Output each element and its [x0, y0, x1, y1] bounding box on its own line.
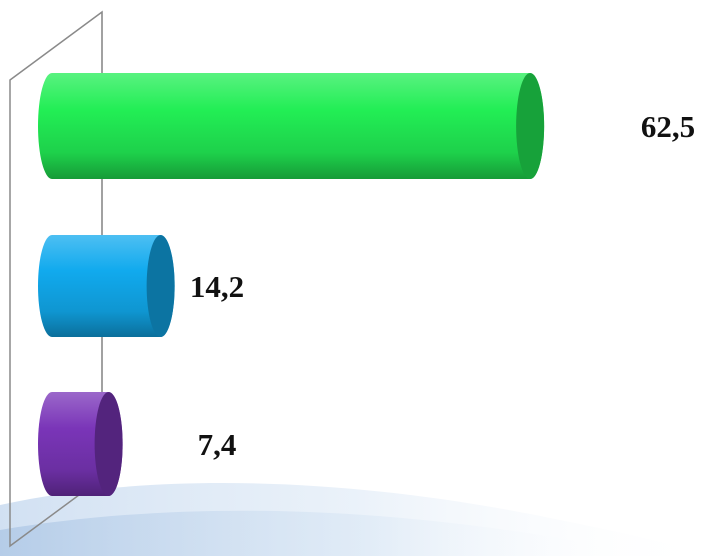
background-swoosh — [0, 482, 716, 556]
bar-1 — [38, 73, 545, 179]
bar-end-cap-3 — [94, 392, 123, 496]
bar-end-cap-2 — [146, 235, 175, 337]
value-label-1: 62,5 — [641, 109, 695, 144]
bar-2 — [38, 235, 175, 337]
value-label-2: 14,2 — [190, 269, 244, 304]
value-label-3: 7,4 — [198, 427, 237, 462]
bar-3 — [38, 392, 123, 496]
bar-body-2 — [38, 235, 175, 337]
labels-group: 62,5 14,2 7,4 — [190, 109, 695, 462]
bars-group — [38, 73, 545, 496]
bar-end-cap-1 — [516, 73, 545, 179]
bar-body-1 — [38, 73, 545, 179]
